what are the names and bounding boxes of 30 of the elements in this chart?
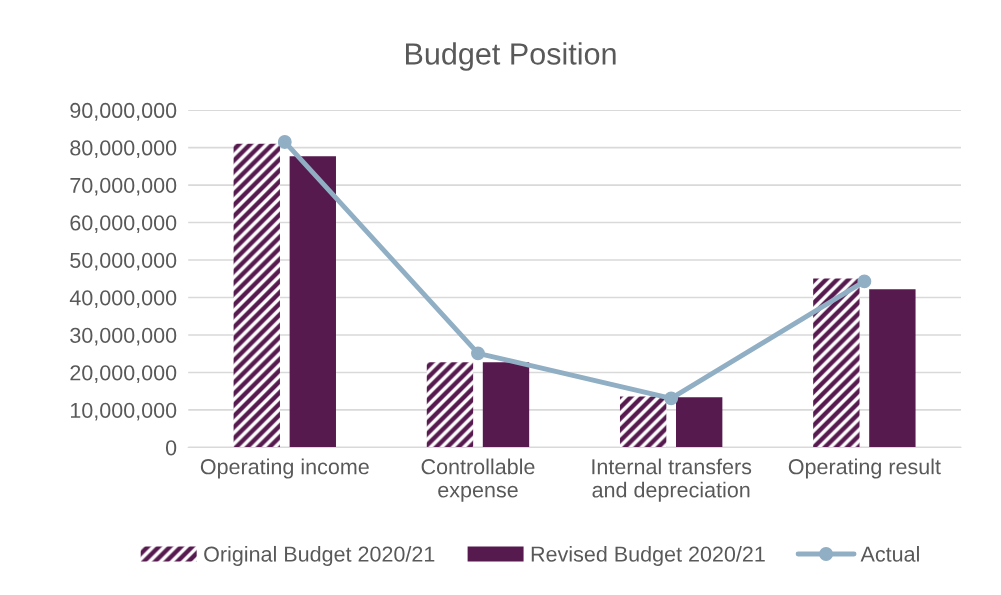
y-tick-label: 60,000,000 <box>70 215 177 234</box>
x-tick-label: Internal transfers and depreciation <box>592 458 752 502</box>
y-tick-label: 30,000,000 <box>70 327 177 346</box>
y-tick-label: 40,000,000 <box>69 290 177 309</box>
y-tick-label: 80,000,000 <box>70 140 177 159</box>
point <box>857 274 872 289</box>
legend-label: Original Budget 2020/21 <box>204 545 435 567</box>
point <box>471 346 485 361</box>
chart-title: Budget Position <box>406 42 616 71</box>
y-tick-label: 10,000,000 <box>70 402 177 421</box>
y-tick-label: 50,000,000 <box>70 252 177 271</box>
x-tick-label: Operating income <box>200 458 369 479</box>
bar <box>676 397 723 448</box>
bar <box>289 156 336 448</box>
y-tick-label: 70,000,000 <box>70 177 177 196</box>
y-tick-label: 90,000,000 <box>70 102 177 121</box>
bar <box>426 362 474 448</box>
bar <box>619 396 667 448</box>
bar <box>233 143 280 448</box>
x-tick-label: Controllable expense <box>421 458 535 502</box>
point <box>277 134 292 149</box>
x-tick-label: Operating result <box>788 458 941 479</box>
bar <box>869 289 916 448</box>
bar <box>482 362 530 448</box>
legend-label: Actual <box>860 545 919 562</box>
bar <box>813 278 860 448</box>
legend-label: Revised Budget 2020/21 <box>531 545 765 567</box>
point <box>664 391 679 406</box>
y-tick-label: 0 <box>165 440 177 456</box>
y-tick-label: 20,000,000 <box>70 365 177 384</box>
